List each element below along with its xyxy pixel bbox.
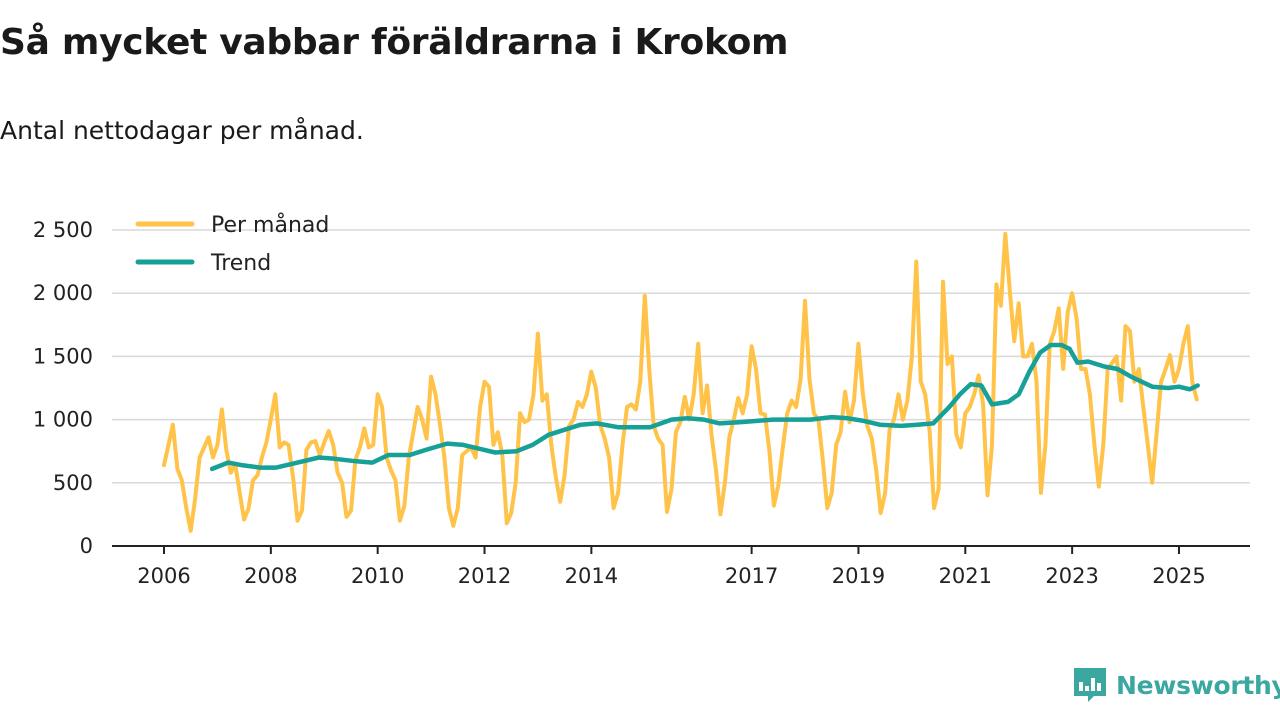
brand-name: Newsworthy (1116, 670, 1280, 700)
legend-label: Per månad (211, 212, 329, 238)
series-line-per-manad (162, 231, 1199, 533)
legend: Per månad Trend (135, 212, 329, 276)
y-tick-label: 1 000 (33, 408, 93, 432)
x-tick-label: 2006 (137, 564, 190, 588)
page-subtitle: Antal nettodagar per månad. (0, 116, 364, 145)
page-title: Så mycket vabbar föräldrarna i Krokom (0, 22, 789, 63)
x-axis-labels: 2006 2008 2010 2012 2014 2017 2019 2021 2023 2025 (137, 564, 1205, 588)
legend-label: Trend (210, 251, 271, 276)
y-tick-label: 2 500 (33, 218, 93, 242)
x-tick-label: 2014 (565, 564, 618, 588)
x-tick-label: 2025 (1152, 564, 1205, 588)
series-line-trend (209, 342, 1200, 472)
x-tick-label: 2019 (832, 564, 885, 588)
x-tick-label: 2008 (244, 564, 297, 588)
series-lines (162, 231, 1200, 533)
x-tick-label: 2021 (939, 564, 992, 588)
y-tick-label: 0 (80, 534, 93, 558)
x-tick-label: 2012 (458, 564, 511, 588)
x-axis (112, 545, 1250, 554)
y-tick-label: 1 500 (33, 344, 93, 368)
x-tick-label: 2010 (351, 564, 404, 588)
newsworthy-logo-icon (1074, 668, 1106, 702)
y-tick-label: 2 000 (33, 281, 93, 305)
y-tick-label: 500 (53, 471, 93, 495)
x-tick-label: 2023 (1045, 564, 1098, 588)
x-tick-label: 2017 (725, 564, 778, 588)
y-axis-labels: 0 500 1 000 1 500 2 000 2 500 (33, 218, 93, 558)
brand: Newsworthy (1072, 666, 1280, 704)
